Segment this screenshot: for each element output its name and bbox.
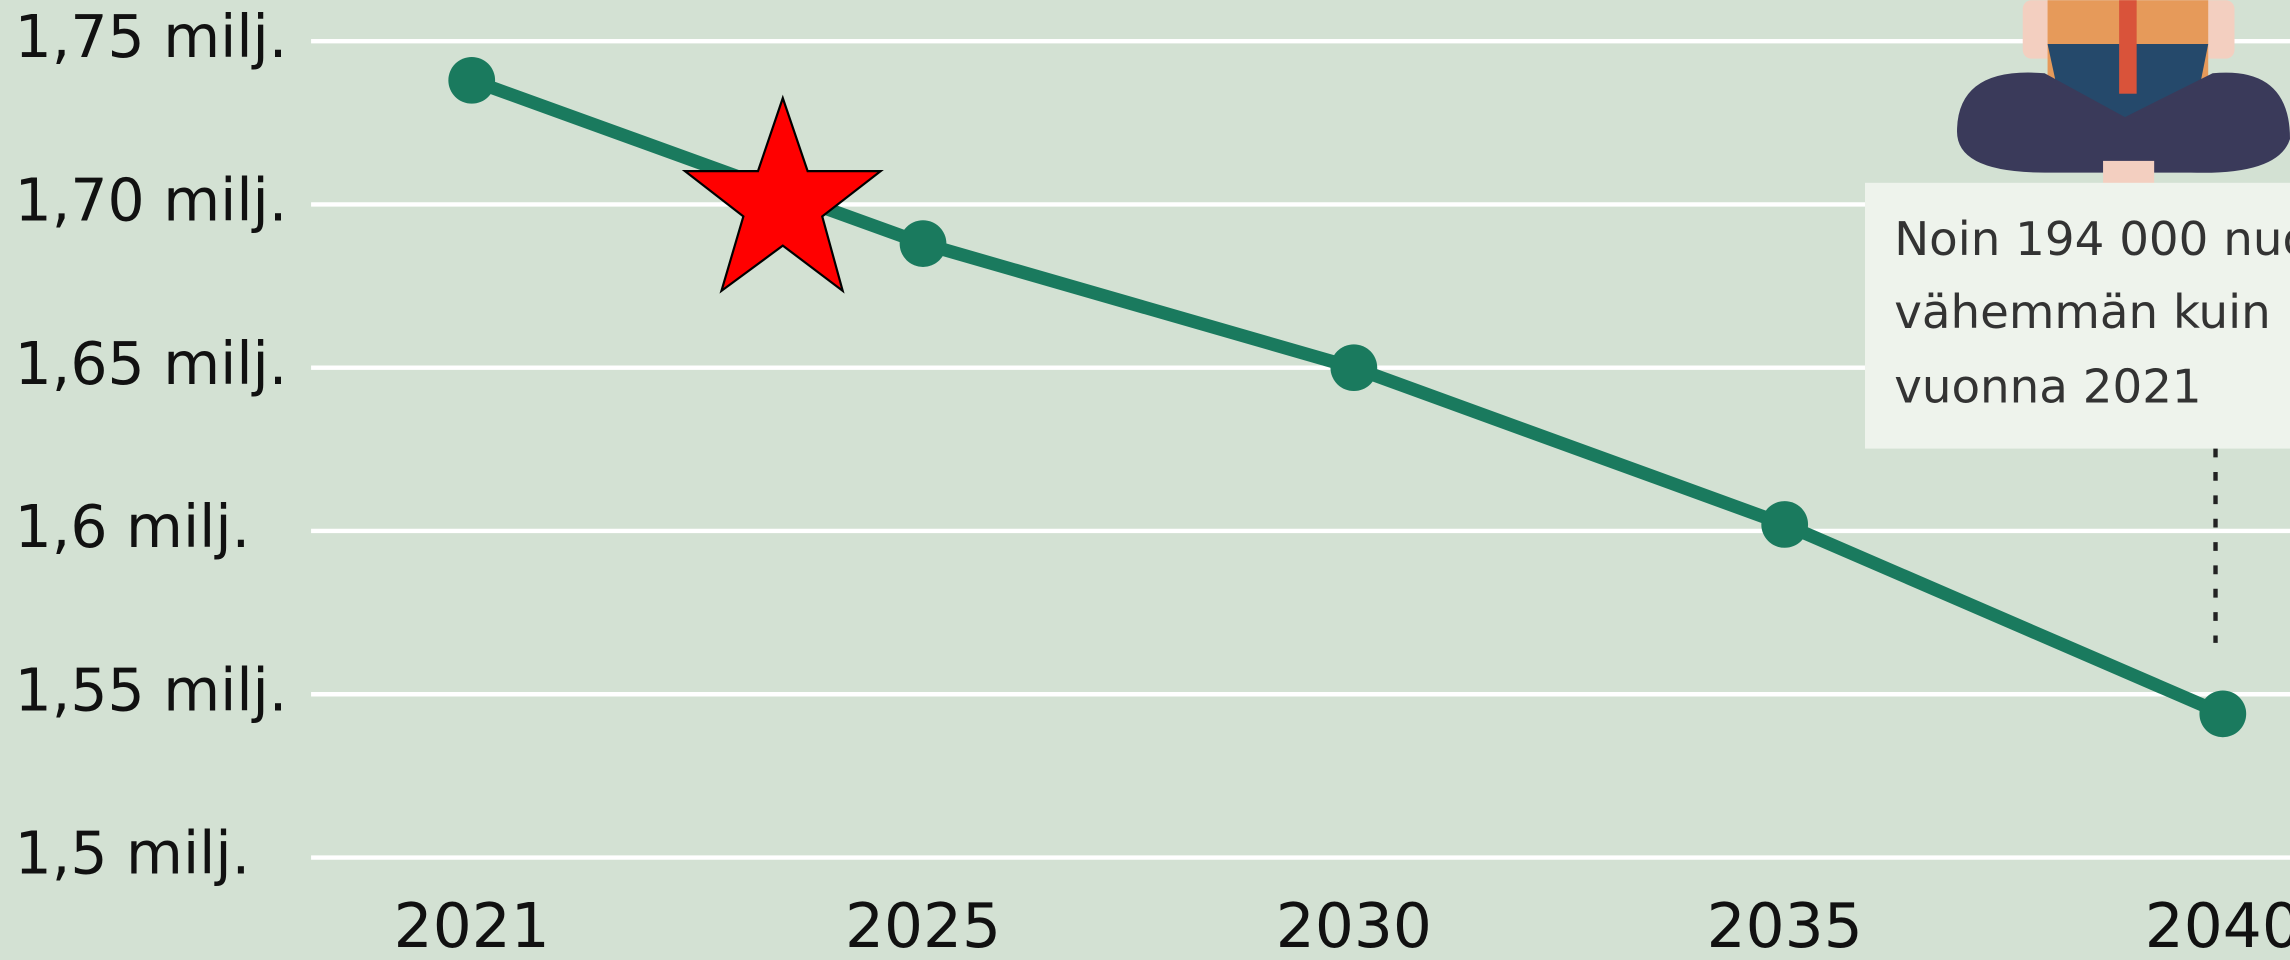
feet bbox=[2103, 160, 2155, 185]
data-point bbox=[1330, 344, 1378, 392]
x-tick-label: 2040 bbox=[2145, 891, 2290, 960]
y-tick-label: 1,6 milj. bbox=[15, 493, 251, 561]
y-tick-label: 1,75 milj. bbox=[15, 3, 288, 71]
data-point bbox=[448, 56, 496, 104]
annotation-line: Noin 194 000 nuo bbox=[1894, 213, 2290, 267]
x-tick-label: 2035 bbox=[1707, 891, 1863, 960]
data-point bbox=[899, 220, 947, 267]
y-tick-label: 1,65 milj. bbox=[15, 330, 288, 398]
data-point bbox=[2199, 690, 2247, 738]
y-tick-label: 1,5 milj. bbox=[15, 820, 251, 888]
x-tick-label: 2021 bbox=[394, 891, 550, 960]
annotation-line: vähemmän kuin bbox=[1894, 286, 2271, 340]
x-tick-label: 2030 bbox=[1276, 891, 1432, 960]
data-point bbox=[1761, 501, 1809, 548]
grid bbox=[311, 38, 2290, 860]
y-tick-label: 1,55 milj. bbox=[15, 656, 288, 724]
illustration bbox=[1957, 0, 2290, 185]
strap bbox=[2119, 0, 2137, 94]
star-marker bbox=[681, 94, 884, 294]
x-tick-label: 2025 bbox=[845, 891, 1001, 960]
annotation-line: vuonna 2021 bbox=[1894, 361, 2201, 415]
y-tick-label: 1,70 milj. bbox=[15, 167, 288, 235]
annotation-box bbox=[1865, 182, 2290, 449]
legs bbox=[1957, 72, 2290, 173]
